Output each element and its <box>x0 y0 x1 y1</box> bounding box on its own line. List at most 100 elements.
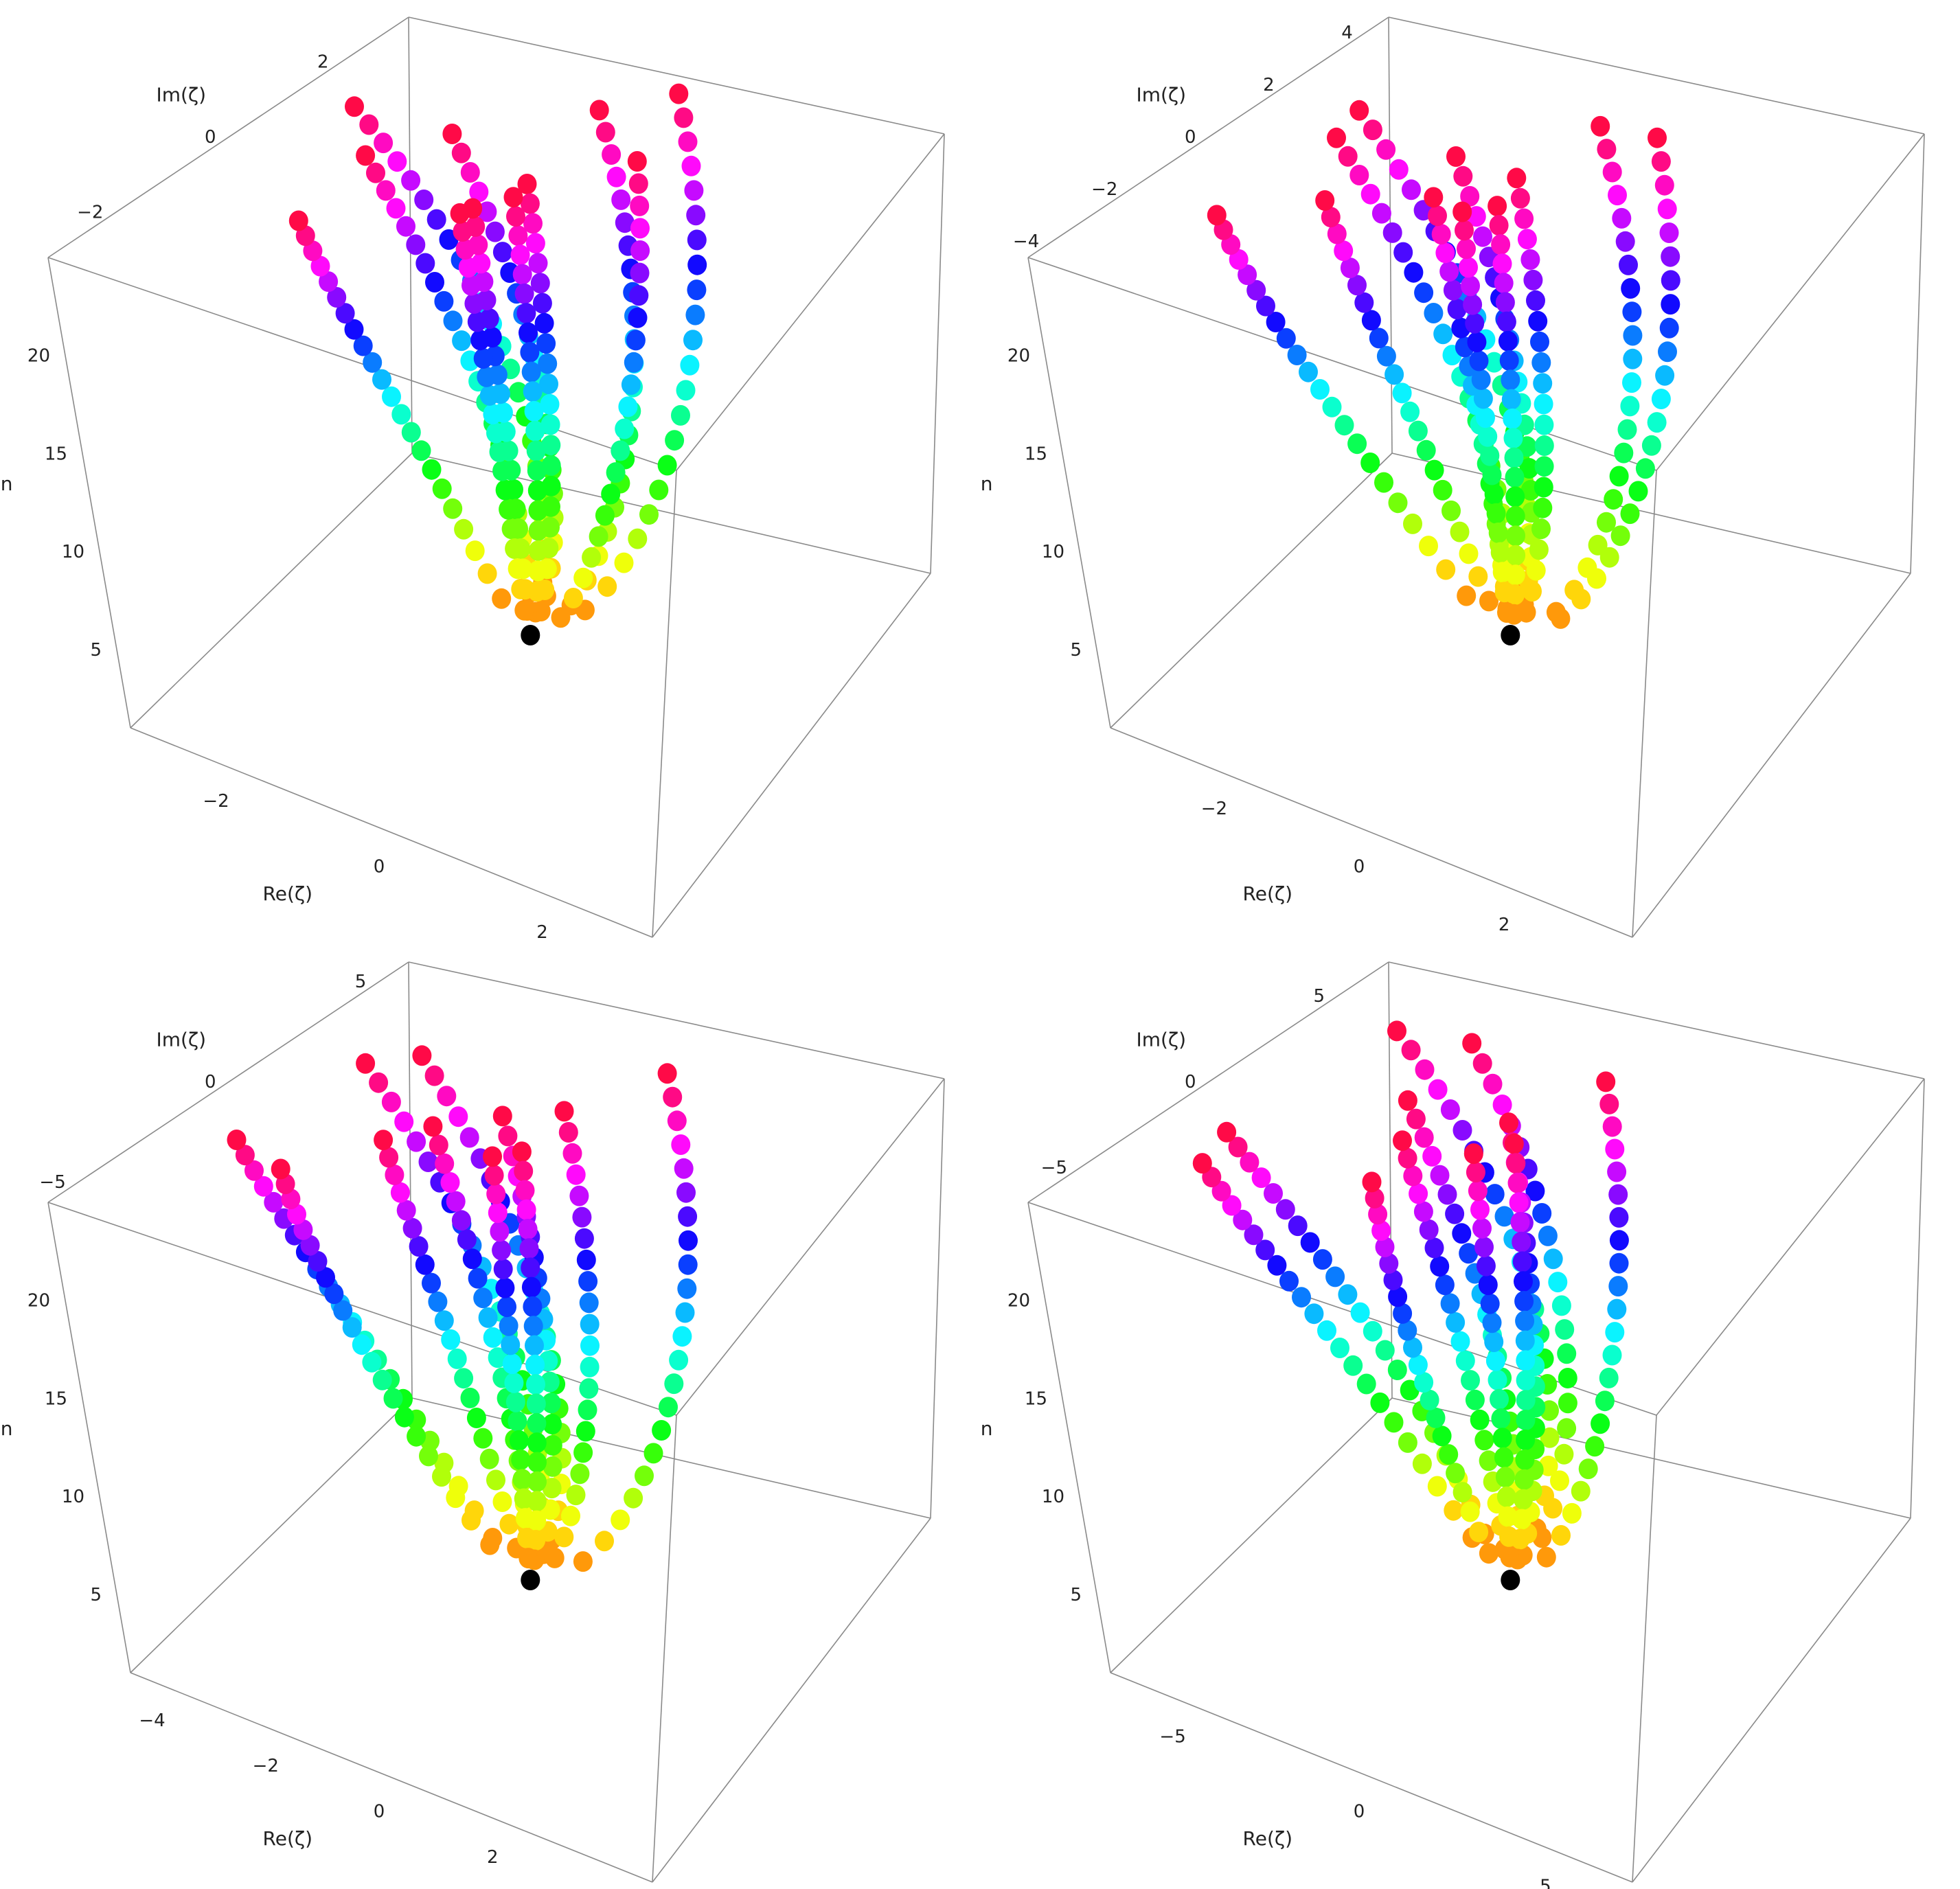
y-tick-label: −2 <box>77 202 103 222</box>
data-point <box>374 1130 394 1151</box>
data-point <box>657 455 677 476</box>
data-point <box>652 1420 672 1441</box>
data-point <box>1651 151 1671 172</box>
data-point <box>1501 389 1521 410</box>
data-point <box>1516 1390 1536 1411</box>
data-point <box>1363 119 1382 141</box>
data-point <box>1641 435 1661 456</box>
data-point <box>1469 1522 1489 1543</box>
data-point <box>477 201 497 222</box>
data-point <box>1439 1444 1459 1465</box>
data-point <box>649 479 669 501</box>
data-point <box>1400 401 1420 422</box>
z-tick-label: 20 <box>1007 1291 1030 1312</box>
data-point <box>1474 1430 1494 1451</box>
data-point <box>527 460 547 481</box>
z-axis-label: n <box>981 472 993 495</box>
x-tick-label: −2 <box>1201 799 1227 819</box>
data-point <box>1659 222 1679 243</box>
data-point <box>527 1471 547 1492</box>
data-point <box>1310 379 1330 400</box>
data-point <box>1446 1463 1466 1484</box>
data-point <box>1304 1303 1324 1325</box>
data-point <box>527 1452 547 1473</box>
data-point <box>1488 196 1507 217</box>
data-point <box>426 209 446 230</box>
data-point <box>1457 238 1476 260</box>
data-point <box>526 440 546 461</box>
data-point <box>589 526 608 547</box>
data-point <box>527 1432 547 1454</box>
cube-edge <box>652 470 677 938</box>
data-point <box>669 83 689 104</box>
data-point <box>526 1374 545 1395</box>
data-point <box>473 1287 493 1309</box>
x-axis-label: Re(ζ) <box>263 882 313 905</box>
data-point <box>534 312 554 334</box>
data-point <box>1548 1272 1568 1293</box>
data-point <box>1461 275 1480 297</box>
data-point <box>1507 168 1527 189</box>
x-tick-label: 0 <box>1354 1802 1365 1822</box>
data-point <box>1462 1033 1482 1054</box>
x-tick-label: 2 <box>536 922 548 943</box>
x-tick-label: 2 <box>1499 915 1510 935</box>
highlight-point <box>521 625 540 645</box>
cube-edge <box>676 133 945 471</box>
data-point <box>443 498 463 519</box>
cube-edge <box>130 453 413 729</box>
cube-edge <box>652 573 931 938</box>
data-point <box>1424 1237 1444 1259</box>
data-point <box>580 1314 600 1335</box>
data-point <box>1369 328 1389 349</box>
data-point <box>1504 447 1524 468</box>
data-point <box>672 1326 692 1347</box>
data-point <box>517 174 537 194</box>
cube-edge <box>1656 133 1925 471</box>
data-point <box>667 1110 687 1132</box>
data-point <box>492 1106 512 1127</box>
data-point <box>606 166 626 187</box>
data-point <box>1375 1237 1395 1257</box>
data-point <box>369 1072 389 1093</box>
data-point <box>1408 1354 1428 1375</box>
data-point <box>1376 345 1396 367</box>
data-point <box>1517 229 1537 250</box>
data-point <box>1354 292 1374 313</box>
data-point <box>486 422 505 444</box>
data-point <box>1349 100 1369 121</box>
data-point <box>391 404 411 425</box>
y-tick-label: 2 <box>317 52 329 73</box>
data-point <box>466 1408 486 1428</box>
data-point <box>511 1449 531 1470</box>
data-point <box>333 1300 353 1321</box>
data-point <box>525 1354 545 1375</box>
y-tick-label: 0 <box>205 1072 216 1092</box>
data-point <box>1238 264 1257 286</box>
data-point <box>1491 1408 1511 1429</box>
data-point <box>515 1508 535 1529</box>
data-point <box>1655 365 1675 386</box>
data-point <box>1457 585 1477 606</box>
data-point <box>1455 220 1474 241</box>
z-tick-label: 10 <box>1042 1487 1064 1507</box>
z-tick-label: 20 <box>27 1291 50 1312</box>
data-point <box>1599 547 1619 568</box>
data-point <box>363 352 383 373</box>
cube-edge <box>47 961 409 1203</box>
data-point <box>452 330 472 352</box>
cube-edge <box>1632 1518 1911 1883</box>
data-point <box>308 1250 328 1272</box>
data-point <box>511 578 531 599</box>
x-tick-label: −2 <box>203 791 229 812</box>
data-point <box>1426 1407 1446 1428</box>
data-point <box>448 1106 468 1127</box>
data-point <box>1424 303 1444 323</box>
data-point <box>418 1152 438 1172</box>
data-point <box>465 540 485 562</box>
data-point <box>512 1141 532 1163</box>
data-point <box>1505 486 1525 507</box>
data-point <box>543 1414 562 1434</box>
panel-top-right: 5 10 15 20 −2 0 2 −4 −2 0 2 4 n Re(ζ) Im(ζ) <box>980 0 1960 944</box>
data-point <box>1288 1215 1308 1237</box>
